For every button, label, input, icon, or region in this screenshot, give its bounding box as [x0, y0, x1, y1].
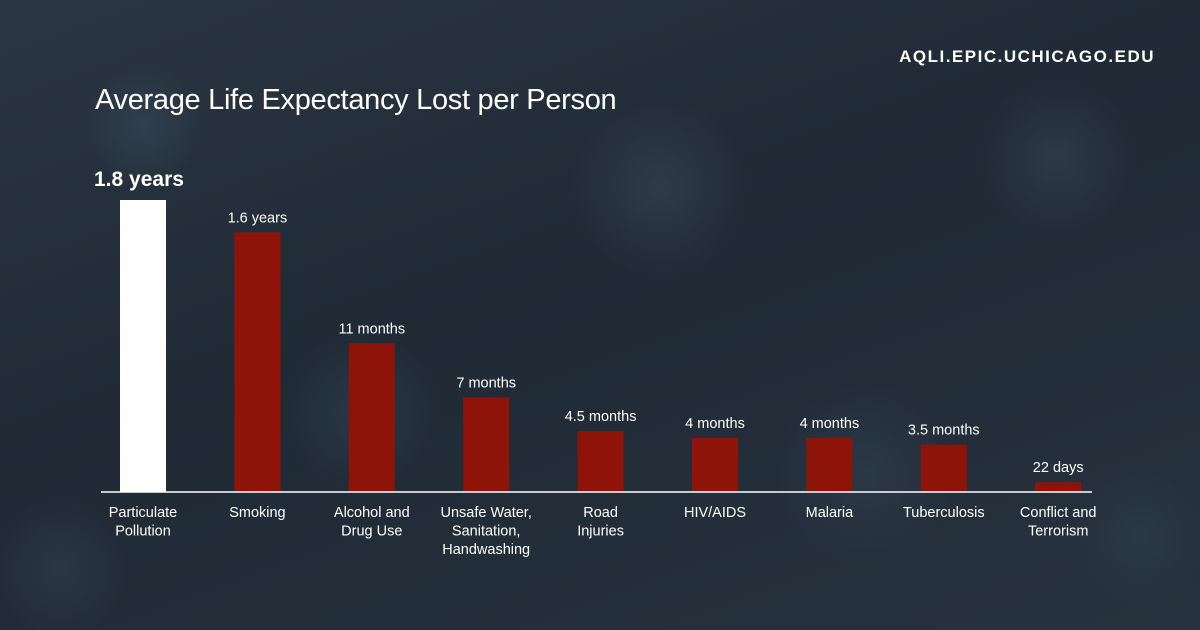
category-label-5-line-2: Injuries [577, 524, 624, 540]
data-label-9: 22 days [1033, 460, 1084, 476]
data-label-3: 11 months [338, 321, 405, 337]
data-label-4: 7 months [456, 375, 516, 391]
bar-6 [692, 437, 738, 492]
bar-3 [348, 343, 395, 492]
category-label-1-line-2: Pollution [115, 524, 171, 540]
category-label-4-line-2: Sanitation, [452, 524, 521, 540]
category-label-7-line-1: Malaria [806, 505, 854, 521]
category-label-5-line-1: Road [583, 505, 618, 521]
bar-8 [920, 444, 967, 492]
chart-title: Average Life Expectancy Lost per Person [95, 84, 617, 116]
category-label-3-line-1: Alcohol and [334, 505, 410, 521]
category-label-4-line-3: Handwashing [442, 542, 530, 558]
bar-4 [463, 397, 510, 492]
data-label-6: 4 months [685, 416, 745, 432]
category-label-4-line-1: Unsafe Water, [441, 505, 532, 521]
bar-5 [577, 431, 624, 492]
category-label-1-line-1: Particulate [109, 505, 178, 521]
category-label-3-line-2: Drug Use [341, 524, 402, 540]
bar-9 [1035, 482, 1082, 492]
category-label-8-line-1: Tuberculosis [903, 505, 985, 521]
data-label-7: 4 months [800, 416, 860, 432]
data-label-8: 3.5 months [908, 423, 980, 439]
category-label-6-line-1: HIV/AIDS [684, 505, 746, 521]
data-label-2: 1.6 years [228, 210, 288, 226]
bar-2 [234, 232, 281, 492]
site-url: AQLI.EPIC.UCHICAGO.EDU [899, 47, 1155, 66]
bar-1 [120, 200, 166, 492]
category-label-2-line-1: Smoking [229, 505, 285, 521]
data-label-5: 4.5 months [565, 409, 637, 425]
bar-7 [806, 437, 853, 492]
category-label-9-line-2: Terrorism [1028, 524, 1088, 540]
data-label-1: 1.8 years [94, 168, 184, 191]
category-label-9-line-1: Conflict and [1020, 505, 1097, 521]
